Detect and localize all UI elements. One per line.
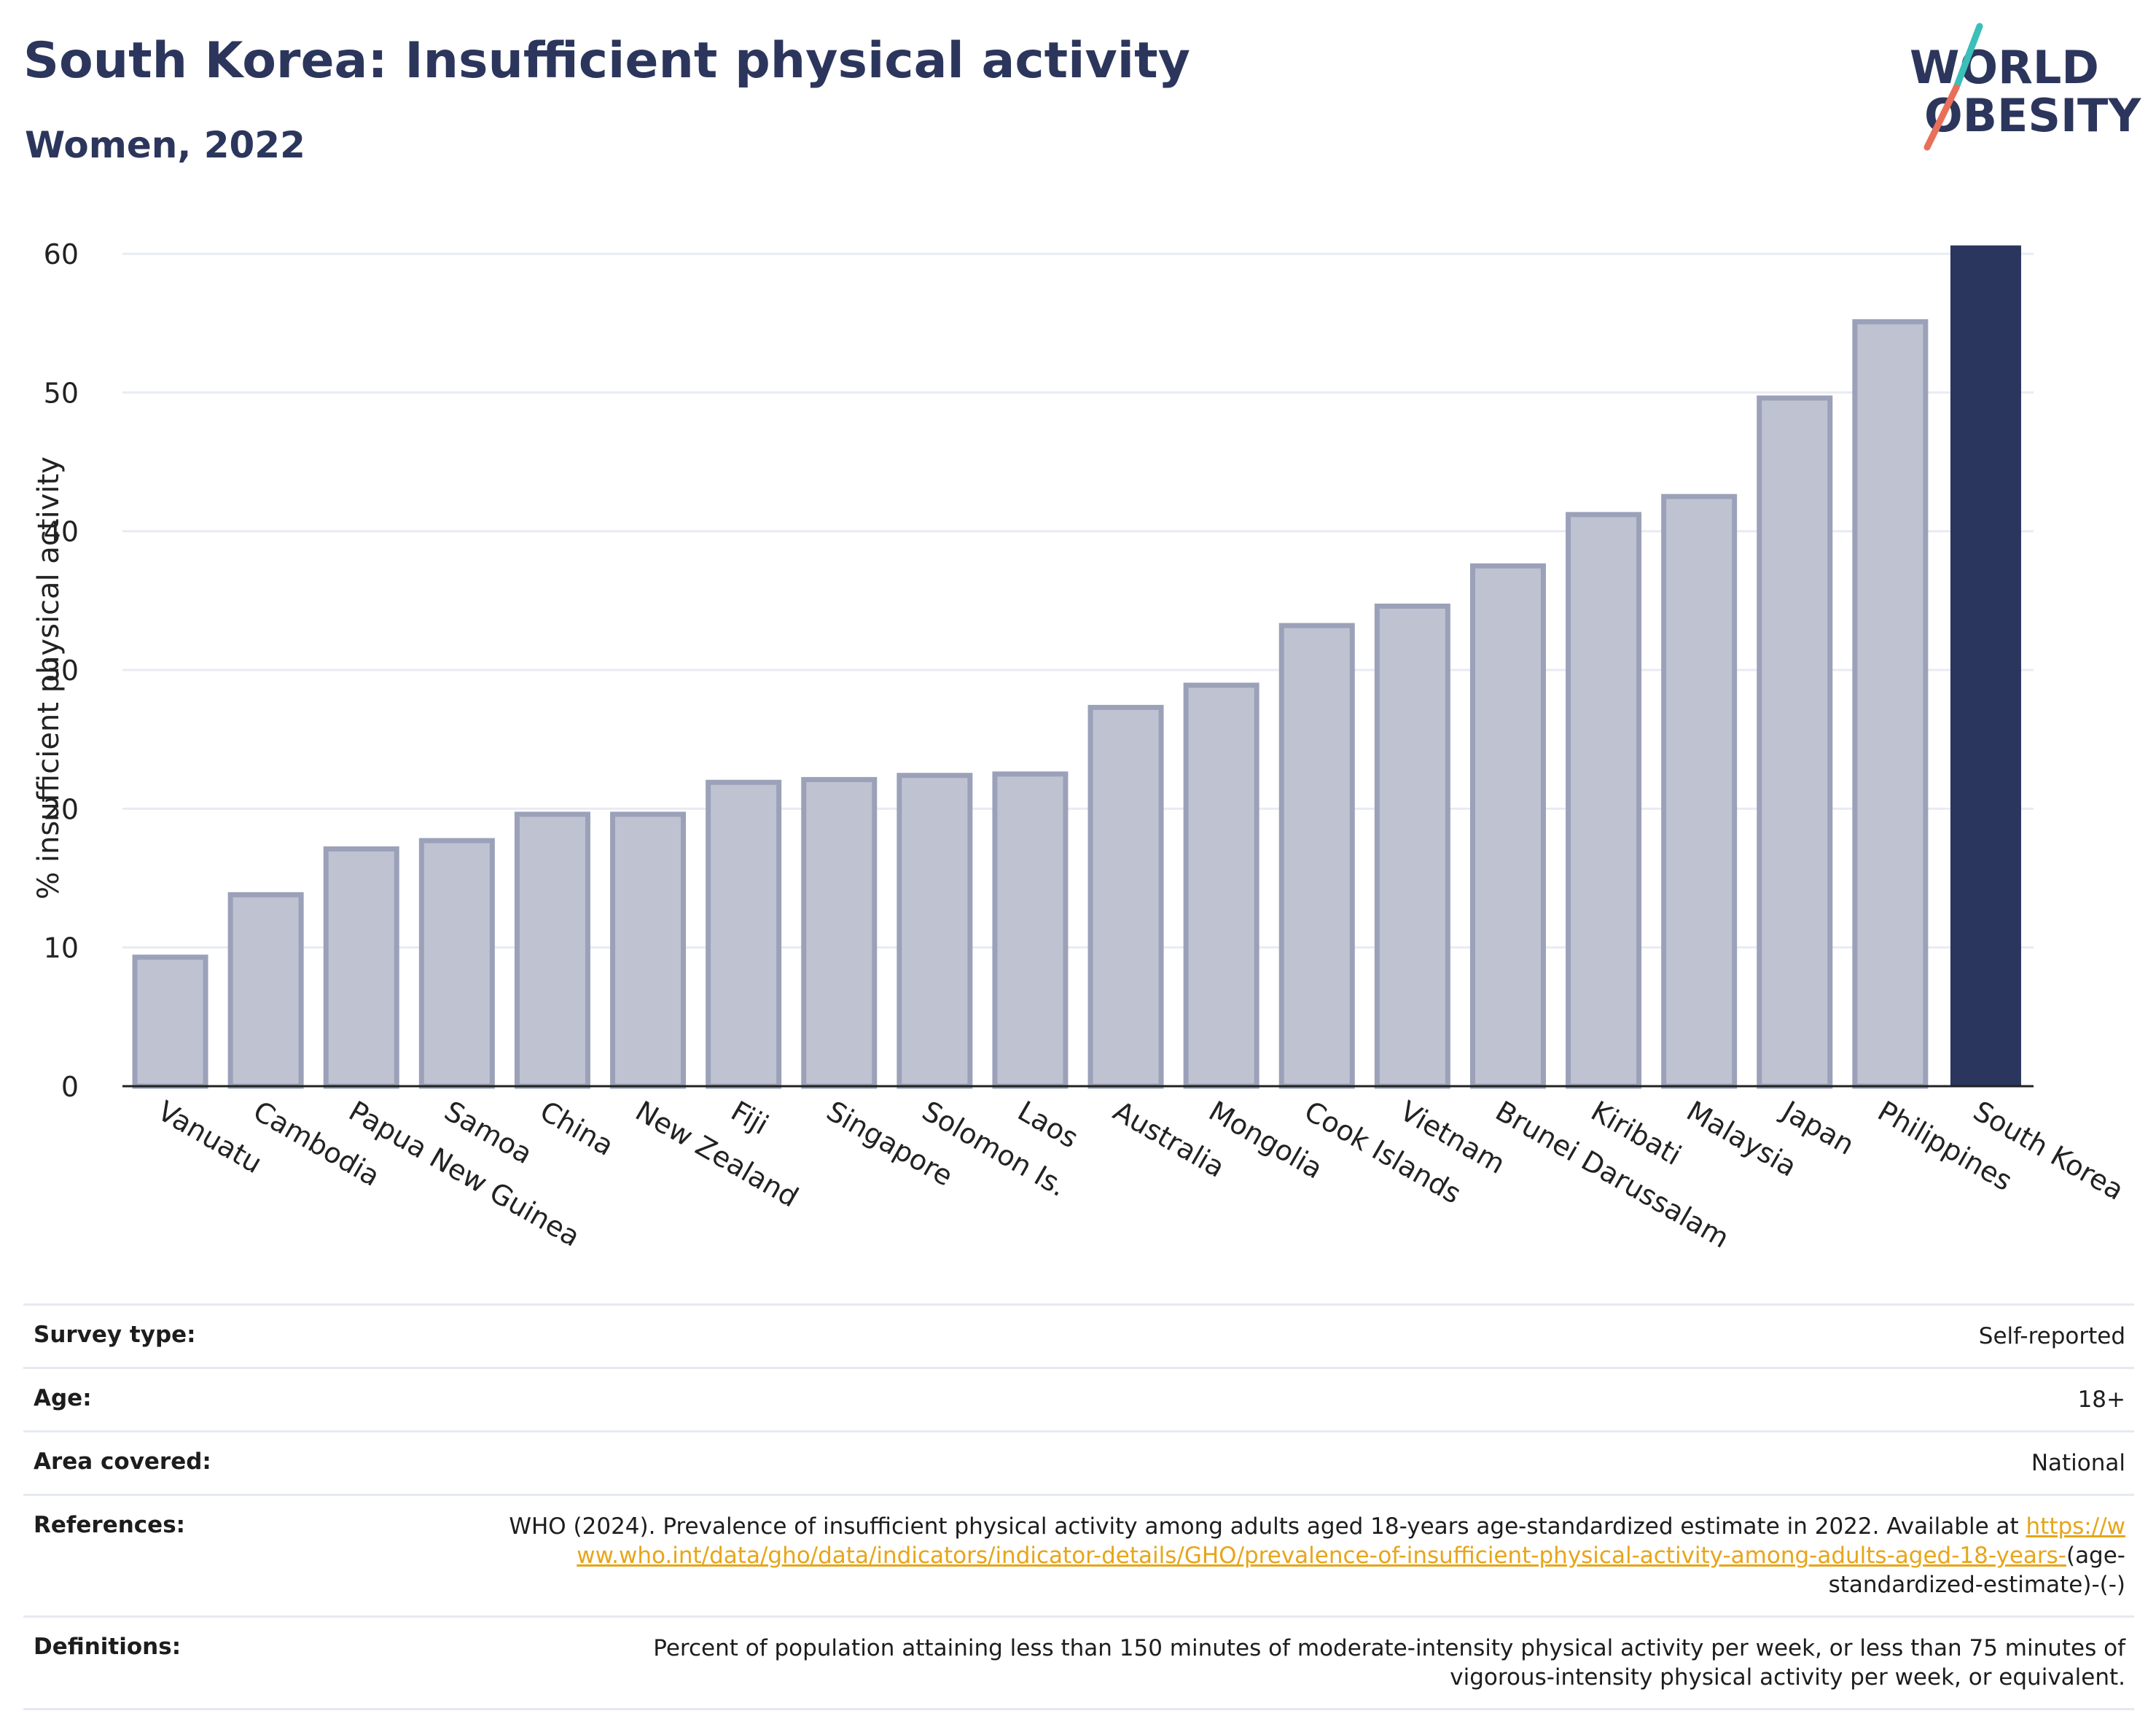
x-tick-label: Laos xyxy=(1012,1095,1084,1155)
survey-type-label: Survey type: xyxy=(34,1322,196,1348)
logo-mark: WORLD OBESITY xyxy=(1910,23,2141,151)
y-axis-label: % insufficient physical activity xyxy=(32,456,66,900)
bar-south-korea[interactable] xyxy=(1950,245,2021,1087)
logo-word-world: WORLD xyxy=(1910,41,2099,94)
bar-laos[interactable] xyxy=(992,771,1069,1089)
y-tick-label: 10 xyxy=(44,932,79,964)
x-tick-label: Malaysia xyxy=(1682,1095,1802,1183)
bar-australia[interactable] xyxy=(1087,704,1164,1089)
x-tick-label: New Zealand xyxy=(630,1095,804,1214)
bar-mongolia[interactable] xyxy=(1183,682,1259,1089)
y-tick-label: 60 xyxy=(44,238,79,270)
logo-slash-red xyxy=(1923,84,1960,151)
logo-slash-teal xyxy=(1953,23,1983,91)
x-tick-label: Vanuatu xyxy=(152,1095,267,1180)
references-label: References: xyxy=(34,1512,186,1538)
bar-brunei-darussalam[interactable] xyxy=(1469,563,1546,1089)
area-label: Area covered: xyxy=(34,1449,211,1475)
bar-cook-islands[interactable] xyxy=(1278,623,1355,1089)
x-tick-label: Fiji xyxy=(726,1095,774,1141)
page-title: South Korea: Insufficient physical activ… xyxy=(23,32,1190,90)
bar-vietnam[interactable] xyxy=(1374,603,1450,1089)
y-tick-label: 0 xyxy=(61,1071,79,1103)
y-tick-label: 20 xyxy=(44,793,79,825)
page-subtitle: Women, 2022 xyxy=(25,124,305,166)
bars xyxy=(132,245,2021,1089)
bar-cambodia[interactable] xyxy=(227,892,304,1089)
definitions-label: Definitions: xyxy=(34,1634,181,1660)
bar-solomon-is[interactable] xyxy=(897,773,973,1089)
y-tick-label: 40 xyxy=(44,516,79,548)
info-row-references: References: WHO (2024). Prevalence of in… xyxy=(23,1496,2134,1618)
bar-malaysia[interactable] xyxy=(1661,494,1738,1089)
info-row-area: Area covered: National xyxy=(23,1432,2134,1496)
survey-type-value: Self-reported xyxy=(1978,1323,2125,1349)
bar-china[interactable] xyxy=(514,811,590,1089)
logo-word-obesity: OBESITY xyxy=(1924,89,2141,142)
bar-japan[interactable] xyxy=(1757,395,1833,1089)
info-row-age: Age: 18+ xyxy=(23,1369,2134,1432)
bar-papua-new-guinea[interactable] xyxy=(323,846,399,1089)
bar-vanuatu[interactable] xyxy=(132,954,208,1089)
bar-samoa[interactable] xyxy=(418,838,495,1089)
info-row-definitions: Definitions: Percent of population attai… xyxy=(23,1618,2134,1710)
age-value: 18+ xyxy=(2077,1387,2125,1413)
definitions-line-2: vigorous-intensity physical activity per… xyxy=(1450,1664,2125,1691)
definitions-value: Percent of population attaining less tha… xyxy=(653,1634,2125,1692)
grid-lines xyxy=(122,252,2034,949)
bar-new-zealand[interactable] xyxy=(610,811,687,1089)
x-tick-label: China xyxy=(534,1095,619,1162)
references-link[interactable]: https://www.who.int/data/gho/data/indica… xyxy=(577,1513,2125,1569)
metadata-table: Survey type: Self-reported Age: 18+ Area… xyxy=(23,1303,2134,1710)
references-text: WHO (2024). Prevalence of insufficient p… xyxy=(509,1513,2019,1540)
references-suffix: (age-standardized-estimate)-(-) xyxy=(1828,1543,2125,1598)
bar-kiribati[interactable] xyxy=(1566,512,1642,1089)
bar-singapore[interactable] xyxy=(801,776,878,1089)
info-row-survey-type: Survey type: Self-reported xyxy=(23,1306,2134,1369)
y-tick-label: 30 xyxy=(44,655,79,687)
bar-philippines[interactable] xyxy=(1852,319,1929,1089)
y-tick-label: 50 xyxy=(44,377,79,409)
age-label: Age: xyxy=(34,1385,92,1411)
bar-fiji[interactable] xyxy=(706,779,782,1089)
references-value: WHO (2024). Prevalence of insufficient p… xyxy=(493,1512,2125,1599)
definitions-line-1: Percent of population attaining less tha… xyxy=(653,1635,2125,1661)
area-value: National xyxy=(2031,1450,2125,1476)
